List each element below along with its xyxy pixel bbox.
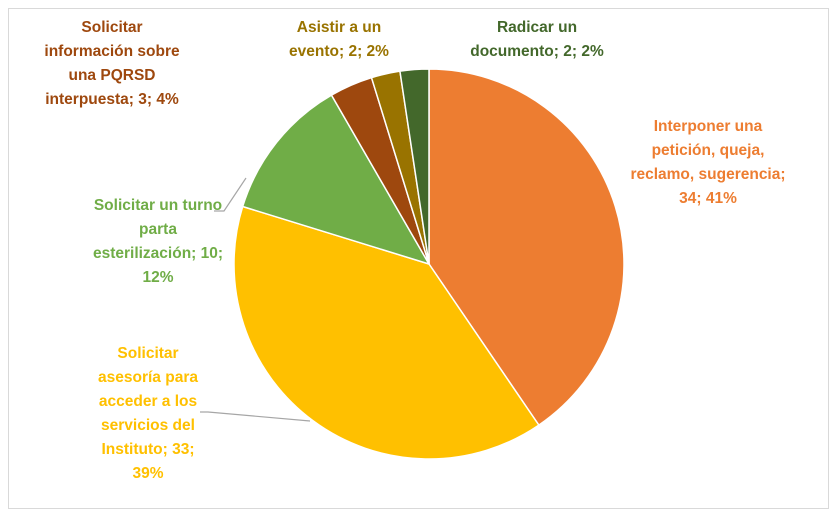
data-label: Asistir a un evento; 2; 2% xyxy=(289,19,389,60)
pie-slice xyxy=(241,94,431,266)
data-label: Radicar un documento; 2; 2% xyxy=(470,19,604,60)
chart-border xyxy=(8,8,829,509)
leader-line xyxy=(200,411,311,422)
data-label: Interponer una petición, queja, reclamo,… xyxy=(630,118,786,207)
pie-slice xyxy=(399,68,430,265)
data-label: Solicitar asesoría para acceder a los se… xyxy=(98,345,198,482)
data-label: Solicitar información sobre una PQRSD in… xyxy=(44,19,180,108)
data-label: Solicitar un turno parta esterilización;… xyxy=(92,197,224,286)
pie-slice xyxy=(428,68,625,427)
pie-slice xyxy=(233,205,540,460)
leader-line xyxy=(214,177,247,212)
